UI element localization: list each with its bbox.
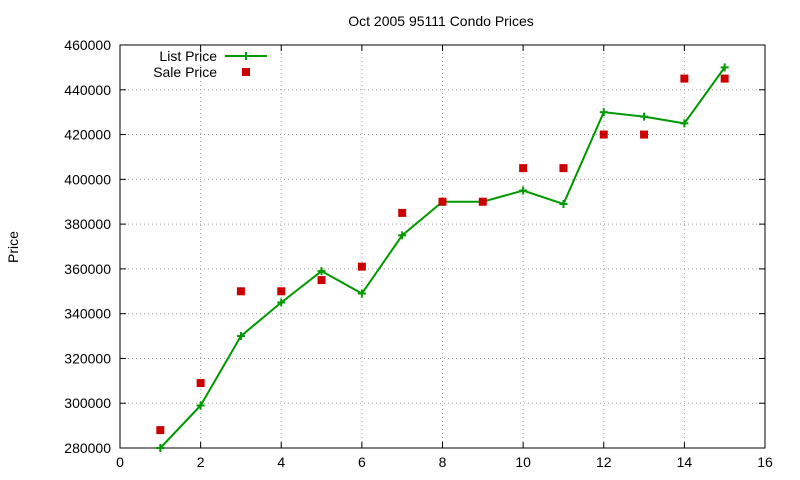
data-point (438, 197, 447, 206)
data-point (236, 287, 245, 296)
y-tick-label: 340000 (64, 306, 111, 322)
data-point (640, 112, 649, 121)
legend-entry: Sale Price (153, 64, 250, 80)
y-tick-label: 420000 (64, 127, 111, 143)
y-tick-label: 440000 (64, 82, 111, 98)
x-tick-label: 0 (116, 454, 124, 470)
y-axis-label: Price (5, 231, 21, 263)
chart-title: Oct 2005 95111 Condo Prices (348, 13, 534, 29)
data-point (519, 164, 528, 173)
data-point (357, 262, 366, 271)
y-tick-label: 380000 (64, 216, 111, 232)
y-tick-label: 280000 (64, 440, 111, 456)
data-point (720, 74, 729, 83)
data-point (156, 426, 165, 435)
data-point (640, 130, 649, 139)
data-point (277, 298, 286, 307)
x-tick-label: 2 (197, 454, 205, 470)
legend-marker (242, 52, 250, 60)
y-tick-label: 320000 (64, 350, 111, 366)
data-point (398, 208, 407, 217)
data-point (680, 119, 689, 128)
y-tick-label: 460000 (64, 37, 111, 53)
data-point (559, 199, 568, 208)
data-point (357, 289, 366, 298)
x-tick-label: 6 (358, 454, 366, 470)
legend-entry: List Price (159, 48, 267, 64)
plot-frame (119, 44, 766, 449)
x-tick-label: 8 (439, 454, 447, 470)
data-point (317, 276, 326, 285)
series-sale-price (156, 74, 729, 435)
data-point (559, 164, 568, 173)
x-tick-label: 12 (596, 454, 612, 470)
data-point (599, 130, 608, 139)
data-point (277, 287, 286, 296)
data-point (680, 74, 689, 83)
x-tick-label: 14 (677, 454, 693, 470)
data-point (196, 401, 205, 410)
data-point (196, 379, 205, 388)
data-point (599, 108, 608, 117)
series (156, 63, 729, 452)
x-tick-label: 16 (757, 454, 773, 470)
legend-label: Sale Price (153, 64, 217, 80)
legend-label: List Price (159, 48, 217, 64)
data-point (478, 197, 487, 206)
data-point (519, 186, 528, 195)
legend-marker (242, 68, 250, 76)
data-point (156, 444, 165, 452)
x-tick-label: 4 (277, 454, 285, 470)
y-tick-label: 400000 (64, 171, 111, 187)
y-tick-label: 300000 (64, 395, 111, 411)
data-point (720, 63, 729, 72)
axis-ticks: 0 2 4 6 8 10 12 14 16 280000 300000 320000 340000 360… (64, 37, 773, 470)
y-tick-label: 360000 (64, 261, 111, 277)
data-point (317, 267, 326, 276)
x-tick-label: 10 (515, 454, 531, 470)
grid (120, 45, 765, 448)
data-point (236, 332, 245, 341)
data-point (398, 231, 407, 240)
